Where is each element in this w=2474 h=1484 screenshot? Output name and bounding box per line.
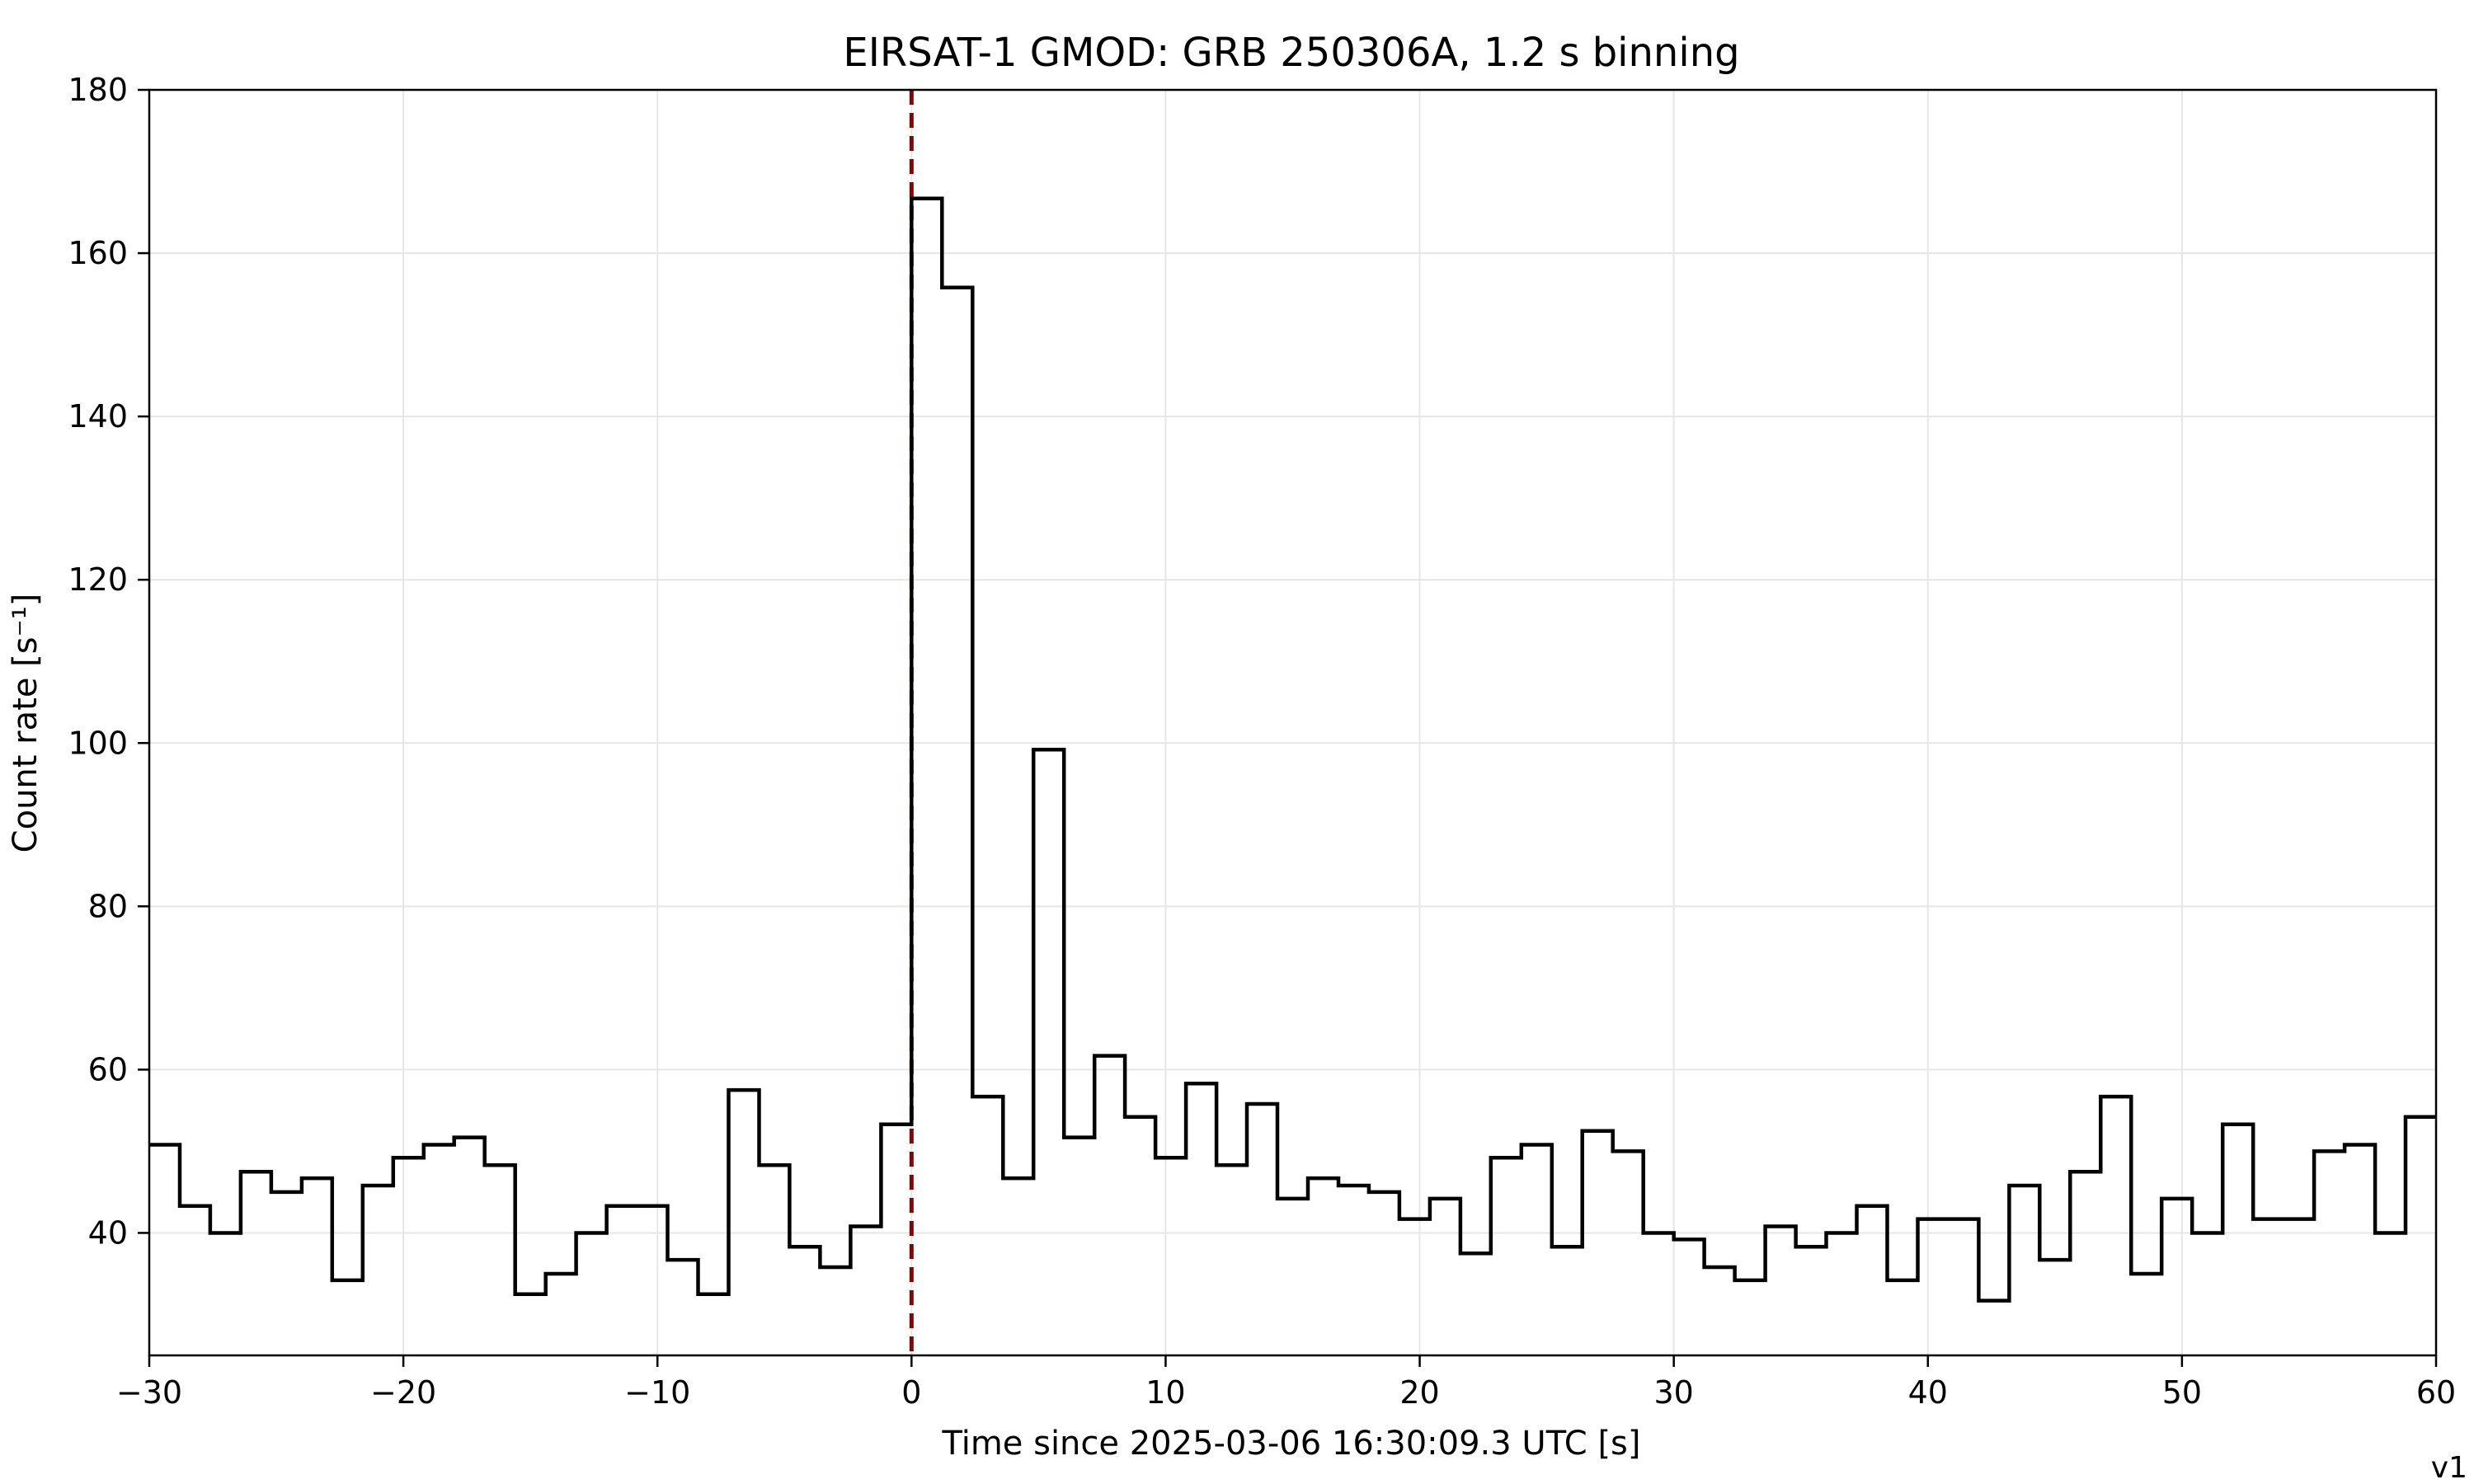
axis-ticks: −30 −20 −10 0 10 20 30 40 50 60 40 60 80 100 120 140 160… bbox=[68, 72, 2456, 1411]
x-tick-label: 50 bbox=[2162, 1374, 2202, 1411]
x-tick-label: −30 bbox=[116, 1374, 182, 1411]
y-tick-label: 100 bbox=[68, 725, 128, 761]
y-tick-label: 180 bbox=[68, 72, 128, 108]
x-tick-label: 10 bbox=[1145, 1374, 1185, 1411]
series-layer bbox=[149, 196, 2436, 1303]
y-tick-label: 60 bbox=[88, 1051, 128, 1087]
y-tick-label: 40 bbox=[88, 1214, 128, 1251]
x-axis-label: Time since 2025-03-06 16:30:09.3 UTC [s] bbox=[942, 1425, 1641, 1463]
x-tick-label: 0 bbox=[901, 1374, 921, 1411]
chart-title: EIRSAT-1 GMOD: GRB 250306A, 1.2 s binnin… bbox=[843, 30, 1739, 76]
plot-frame bbox=[148, 88, 2438, 1357]
y-tick-label: 160 bbox=[68, 235, 128, 271]
x-tick-label: 20 bbox=[1399, 1374, 1439, 1411]
y-tick-label: 80 bbox=[88, 888, 128, 924]
x-tick-label: −10 bbox=[624, 1374, 690, 1411]
version-annotation: v1 bbox=[2431, 1451, 2467, 1484]
x-tick-label: 30 bbox=[1653, 1374, 1693, 1411]
x-tick-label: 40 bbox=[1908, 1374, 1948, 1411]
y-tick-label: 140 bbox=[68, 398, 128, 434]
x-tick-label: 60 bbox=[2416, 1374, 2456, 1411]
y-tick-label: 120 bbox=[68, 561, 128, 598]
y-axis-label: Count rate [s⁻¹] bbox=[7, 594, 45, 853]
count-rate-series-line bbox=[149, 196, 2436, 1303]
x-tick-label: −20 bbox=[370, 1374, 436, 1411]
